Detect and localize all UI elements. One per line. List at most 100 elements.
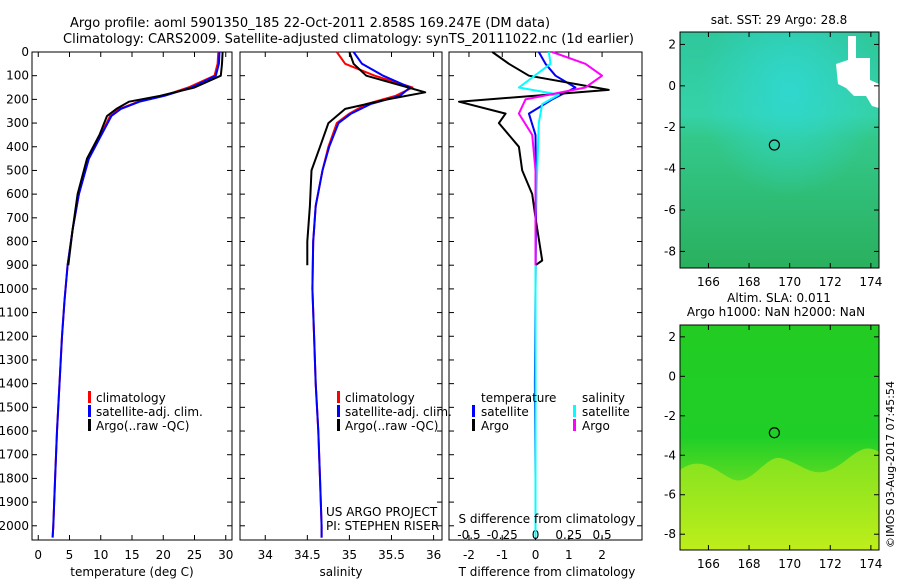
sst-missing-data xyxy=(836,36,879,108)
legend-argo-swatch xyxy=(88,419,91,431)
temperature-plot-frame xyxy=(31,51,233,541)
depth-tick-label: 1800 xyxy=(0,471,29,485)
legend-argo-swatch xyxy=(337,419,340,431)
x-tick-label: 10 xyxy=(93,548,108,562)
lat-tick-label: -6 xyxy=(664,488,676,502)
argo-position-marker xyxy=(768,139,780,151)
lat-tick-label: -8 xyxy=(664,244,676,258)
depth-tick-label: 1300 xyxy=(0,353,29,367)
difference-series xyxy=(458,51,610,538)
sla-map-axes: 166 168 170 172 174 2 0 -2 -4 -6 -8 xyxy=(664,325,882,571)
x-tick-label: 0 xyxy=(34,548,42,562)
series-salinity-satellite xyxy=(517,51,560,538)
lat-tick-label: -4 xyxy=(664,448,676,462)
legend-climatology-label: climatology xyxy=(345,391,415,405)
depth-tick-label: 1600 xyxy=(0,424,29,438)
legend-t-satellite-swatch xyxy=(472,405,475,417)
legend-salinity-title: salinity xyxy=(582,391,625,405)
depth-tick-label: 500 xyxy=(6,163,29,177)
depth-tick-label: 1400 xyxy=(0,377,29,391)
lon-tick-label: 166 xyxy=(697,557,720,571)
lon-tick-label: 168 xyxy=(738,557,761,571)
sst-map-panel: sat. SST: 29 Argo: 28.8 166 168 170 172 174 2… xyxy=(664,13,882,289)
depth-tick-label: 1900 xyxy=(0,495,29,509)
pi-label: PI: STEPHEN RISER xyxy=(326,519,439,533)
sla-argo-position xyxy=(768,427,780,439)
lon-tick-label: 170 xyxy=(778,275,801,289)
lat-tick-label: 2 xyxy=(668,37,676,51)
series-argo-raw-qc xyxy=(67,51,224,266)
depth-tick-label: 1100 xyxy=(0,306,29,320)
sst-map-axes: 166 168 170 172 174 2 0 -2 -4 -6 -8 xyxy=(664,32,882,289)
legend-climatology-swatch xyxy=(88,391,91,403)
difference-panel: -2 -1 0 1 2 -0.5 -0.25 0 0.25 0.5 S difference f… xyxy=(448,51,643,579)
legend-satellite-label: satellite-adj. clim. xyxy=(345,405,452,419)
lat-tick-label: 0 xyxy=(668,369,676,383)
legend-s-argo-swatch xyxy=(573,419,576,431)
legend-s-satellite-swatch xyxy=(573,405,576,417)
temperature-panel: 0100200300400500600700800900100011001200… xyxy=(0,45,233,579)
legend-s-satellite-label: satellite xyxy=(582,405,630,419)
lat-tick-label: -2 xyxy=(664,120,676,134)
salinity-plot-frame xyxy=(239,51,443,541)
x-tick-label: 20 xyxy=(156,548,171,562)
t-difference-axis: -2 -1 0 1 2 xyxy=(463,52,606,562)
lon-tick-label: 168 xyxy=(738,275,761,289)
lon-tick-label: 174 xyxy=(859,275,882,289)
depth-tick-label: 600 xyxy=(6,187,29,201)
x-tick-label: -1 xyxy=(496,548,508,562)
sla-map-frame xyxy=(679,324,880,551)
legend-climatology-swatch xyxy=(337,391,340,403)
depth-tick-label: 300 xyxy=(6,116,29,130)
legend-satellite-swatch xyxy=(337,405,340,417)
depth-tick-label: 0 xyxy=(21,45,29,59)
s-tick-label: 0.5 xyxy=(593,528,612,542)
difference-plot-frame xyxy=(448,51,643,541)
depth-tick-label: 100 xyxy=(6,69,29,83)
lon-tick-label: 172 xyxy=(819,275,842,289)
depth-tick-label: 900 xyxy=(6,258,29,272)
credit-label: ©IMOS 03-Aug-2017 07:45:54 xyxy=(884,381,897,548)
difference-depth-ticks xyxy=(449,51,642,527)
legend-t-argo-label: Argo xyxy=(481,419,509,433)
x-tick-label: 2 xyxy=(598,548,606,562)
x-tick-label: 30 xyxy=(218,548,233,562)
legend-climatology-label: climatology xyxy=(96,391,166,405)
sst-argo-position xyxy=(768,139,780,151)
legend-argo-label: Argo(..raw -QC) xyxy=(345,419,438,433)
sla-map-title: Altim. SLA: 0.011 xyxy=(727,291,831,305)
s-tick-label: 0.25 xyxy=(555,528,582,542)
lon-tick-label: 174 xyxy=(859,557,882,571)
depth-tick-label: 1000 xyxy=(0,282,29,296)
x-tick-label: 5 xyxy=(66,548,74,562)
lat-tick-label: -2 xyxy=(664,409,676,423)
x-tick-label: 34 xyxy=(258,548,273,562)
salinity-xlabel: salinity xyxy=(319,565,362,579)
difference-legend: temperature satellite Argo salinity sate… xyxy=(472,391,630,433)
temperature-legend: climatology satellite-adj. clim. Argo(..… xyxy=(88,391,203,433)
temperature-series xyxy=(51,51,224,538)
legend-temperature-title: temperature xyxy=(481,391,556,405)
argo-position-marker xyxy=(768,427,780,439)
lat-tick-label: 0 xyxy=(668,79,676,93)
x-tick-label: 36 xyxy=(426,548,441,562)
temperature-axis: 0 5 10 15 20 25 30 xyxy=(34,52,233,562)
project-label: US ARGO PROJECT xyxy=(326,505,438,519)
s-difference-label: S difference from climatology xyxy=(459,512,636,526)
figure-title-line2: Climatology: CARS2009. Satellite-adjuste… xyxy=(63,32,634,47)
x-tick-label: 15 xyxy=(124,548,139,562)
sst-map-frame xyxy=(679,31,880,269)
salinity-axis: 34 34.5 35 35.5 36 xyxy=(258,52,441,562)
depth-tick-label: 1500 xyxy=(0,400,29,414)
depth-axis: 0 100 200 300 400 500 600 700 800 900 1000 1100 1200… xyxy=(0,45,232,533)
sla-yellow-region xyxy=(680,448,879,550)
lon-tick-label: 166 xyxy=(697,275,720,289)
series-salinity-argo xyxy=(517,51,604,266)
depth-tick-label: 400 xyxy=(6,140,29,154)
salinity-series xyxy=(306,51,427,538)
x-tick-label: 1 xyxy=(565,548,573,562)
t-difference-label: T difference from climatology xyxy=(458,565,636,579)
s-tick-label: -0.25 xyxy=(487,528,518,542)
lon-tick-label: 172 xyxy=(819,557,842,571)
